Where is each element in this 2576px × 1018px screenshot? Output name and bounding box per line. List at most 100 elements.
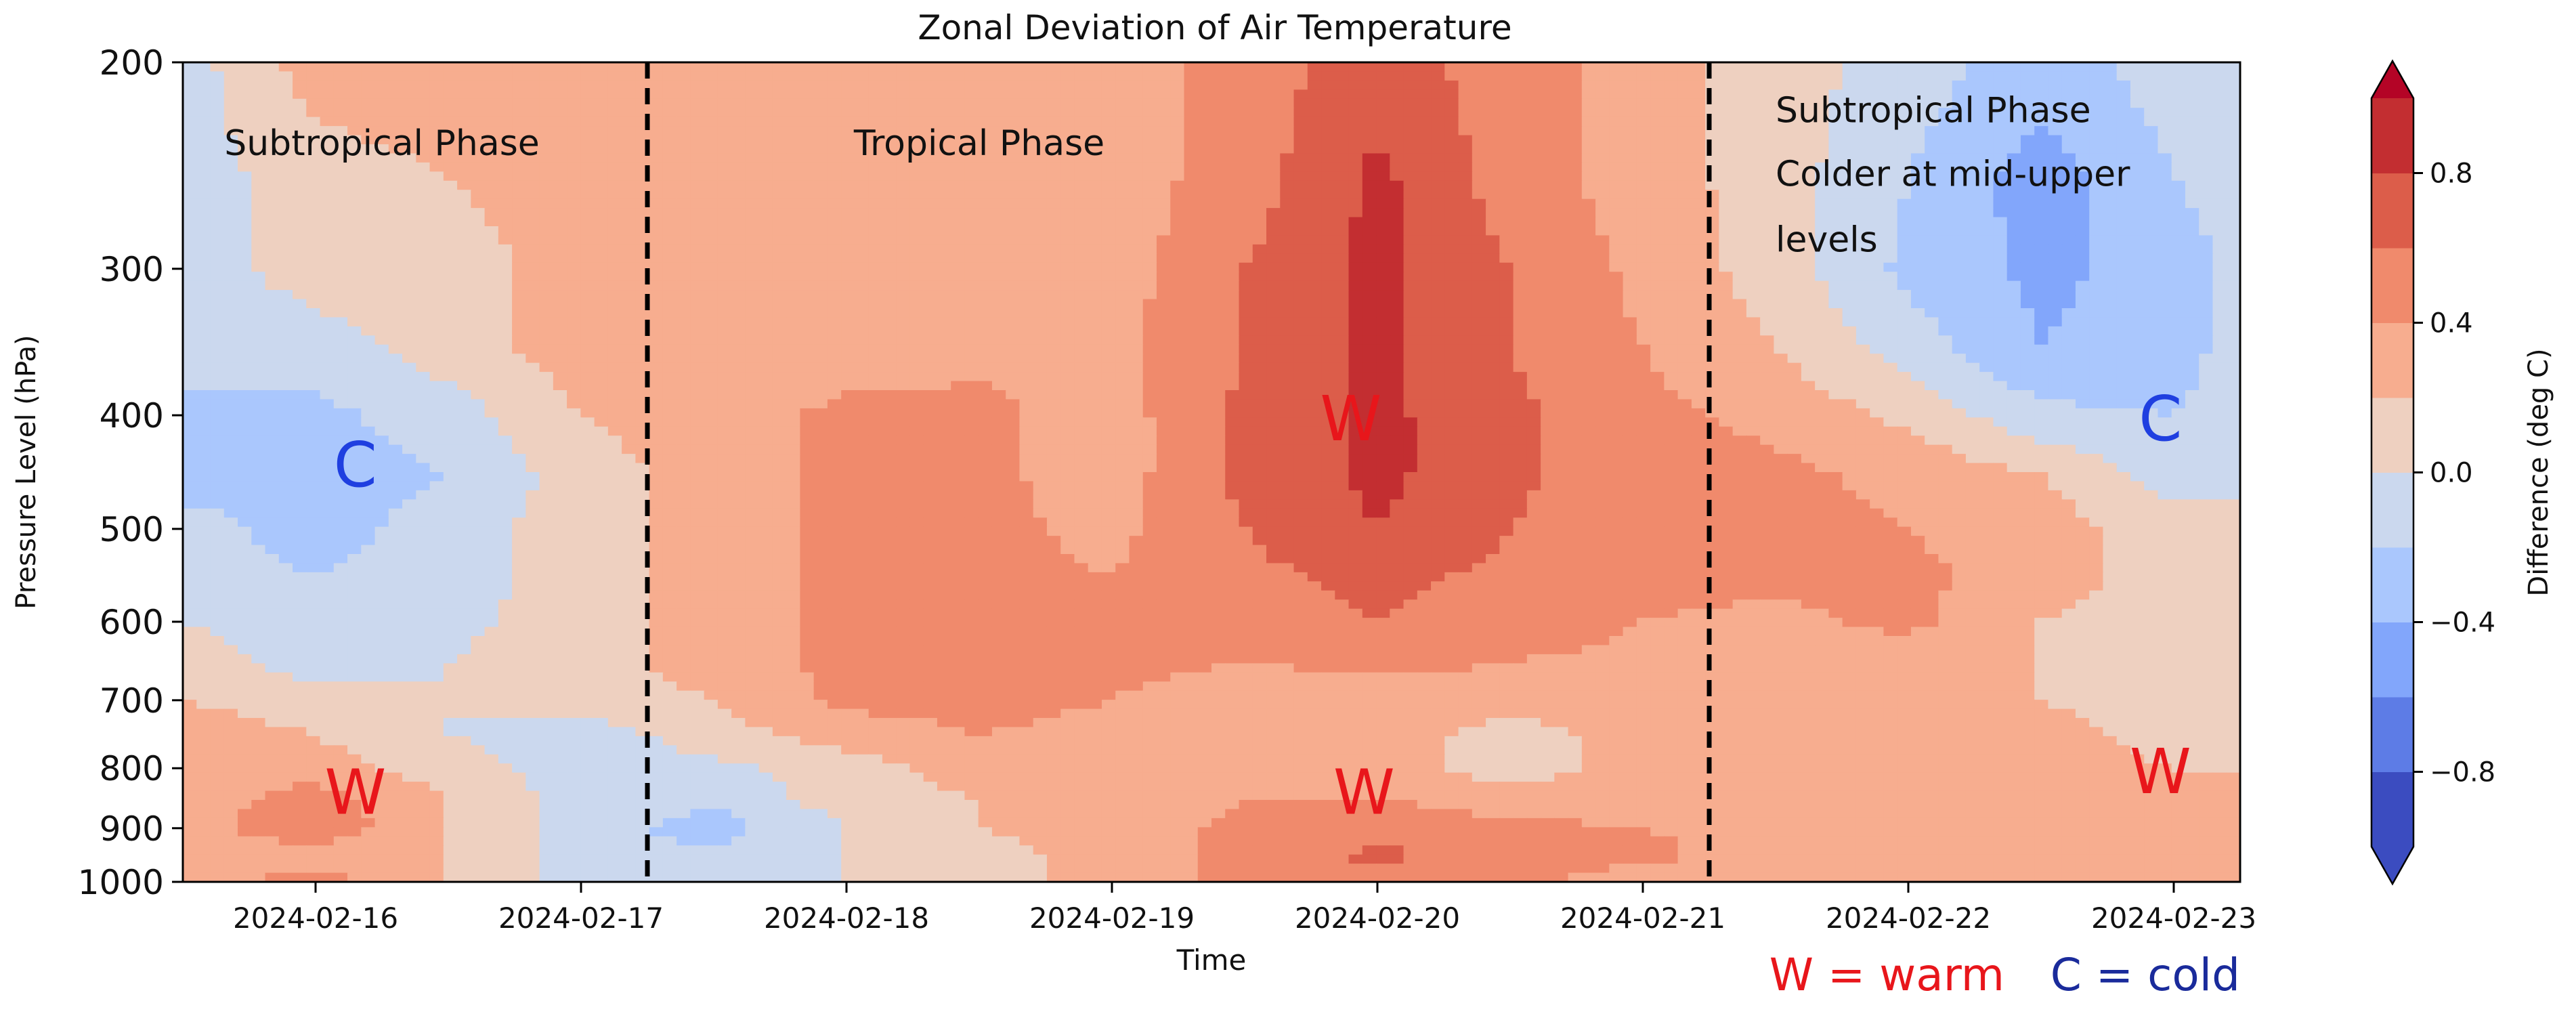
contour-cell [1417,198,1432,209]
contour-cell [1348,317,1363,327]
contour-cell [731,244,746,255]
contour-cell [649,280,664,291]
contour-cell [1719,253,1734,263]
contour-cell [251,272,266,282]
contour-cell [1006,190,1021,200]
contour-cell [1335,308,1350,318]
contour-cell [1732,180,1747,191]
contour-cell [1691,280,1706,291]
contour-cell [1870,299,1885,309]
contour-cell [1197,354,1212,364]
contour-cell [580,108,595,118]
contour-cell [1472,71,1486,81]
contour-cell [1486,98,1501,109]
contour-cell [484,116,499,127]
contour-cell [704,89,718,100]
contour-cell [1115,116,1130,127]
contour-cell [717,162,732,173]
contour-cell [2185,208,2200,218]
contour-cell [293,308,307,318]
contour-cell [800,217,815,227]
contour-cell [210,354,225,364]
contour-cell [827,262,842,273]
contour-cell [1870,317,1885,327]
contour-cell [1952,62,1967,72]
contour-cell [320,272,335,282]
contour-cell [1815,71,1830,81]
contour-cell [498,262,513,273]
contour-cell [1088,80,1102,91]
contour-cell [622,299,637,309]
contour-cell [539,190,554,200]
contour-cell [1965,208,1980,218]
contour-cell [594,308,609,318]
contour-cell [525,244,540,255]
contour-cell [2034,335,2049,345]
contour-cell [251,226,266,236]
contour-cell [2006,108,2021,118]
contour-cell [1142,71,1157,81]
contour-cell [622,235,637,245]
contour-cell [827,62,842,72]
contour-cell [388,217,403,227]
contour-cell [443,262,458,273]
contour-cell [361,344,376,355]
contour-cell [662,235,677,245]
contour-cell [1636,198,1651,209]
contour-cell [1883,226,1898,236]
contour-cell [772,308,787,318]
contour-cell [1664,308,1679,318]
contour-cell [1472,108,1486,118]
contour-cell [1910,62,1925,72]
contour-cell [265,217,280,227]
contour-cell [2199,217,2214,227]
contour-cell [567,89,582,100]
contour-cell [1581,280,1596,291]
contour-cell [1431,126,1446,136]
contour-cell [1897,89,1912,100]
contour-cell [717,262,732,273]
contour-cell [964,344,979,355]
contour-cell [1787,290,1802,300]
contour-cell [2048,244,2063,255]
contour-cell [1486,235,1501,245]
contour-cell [1321,354,1336,364]
contour-cell [333,198,348,209]
contour-cell [2089,89,2104,100]
contour-cell [1897,280,1912,291]
contour-cell [1719,135,1734,145]
contour-cell [1170,308,1185,318]
contour-cell [1390,89,1404,100]
contour-cell [1170,290,1185,300]
contour-cell [1046,89,1062,100]
contour-cell [1266,190,1281,200]
contour-cell [649,89,664,100]
contour-cell [2158,62,2172,72]
contour-cell [951,308,966,318]
contour-cell [1211,162,1226,173]
contour-cell [731,135,746,145]
contour-cell [429,108,444,118]
contour-cell [1965,62,1980,72]
contour-cell [1855,326,1870,337]
contour-cell [1554,217,1569,227]
contour-cell [2212,144,2227,154]
contour-cell [2075,62,2090,72]
contour-cell [2061,198,2076,209]
contour-cell [690,262,705,273]
contour-cell [1568,180,1583,191]
contour-cell [525,108,540,118]
contour-cell [909,89,924,100]
contour-cell [923,62,938,72]
contour-cell [1252,153,1267,163]
contour-cell [306,253,321,263]
contour-cell [1472,226,1486,236]
contour-cell [1170,144,1185,154]
contour-cell [1458,89,1473,100]
contour-cell [1828,272,1843,282]
contour-cell [964,217,979,227]
contour-cell [1197,326,1212,337]
contour-cell [1897,272,1912,282]
contour-cell [1239,217,1253,227]
contour-cell [1376,80,1391,91]
